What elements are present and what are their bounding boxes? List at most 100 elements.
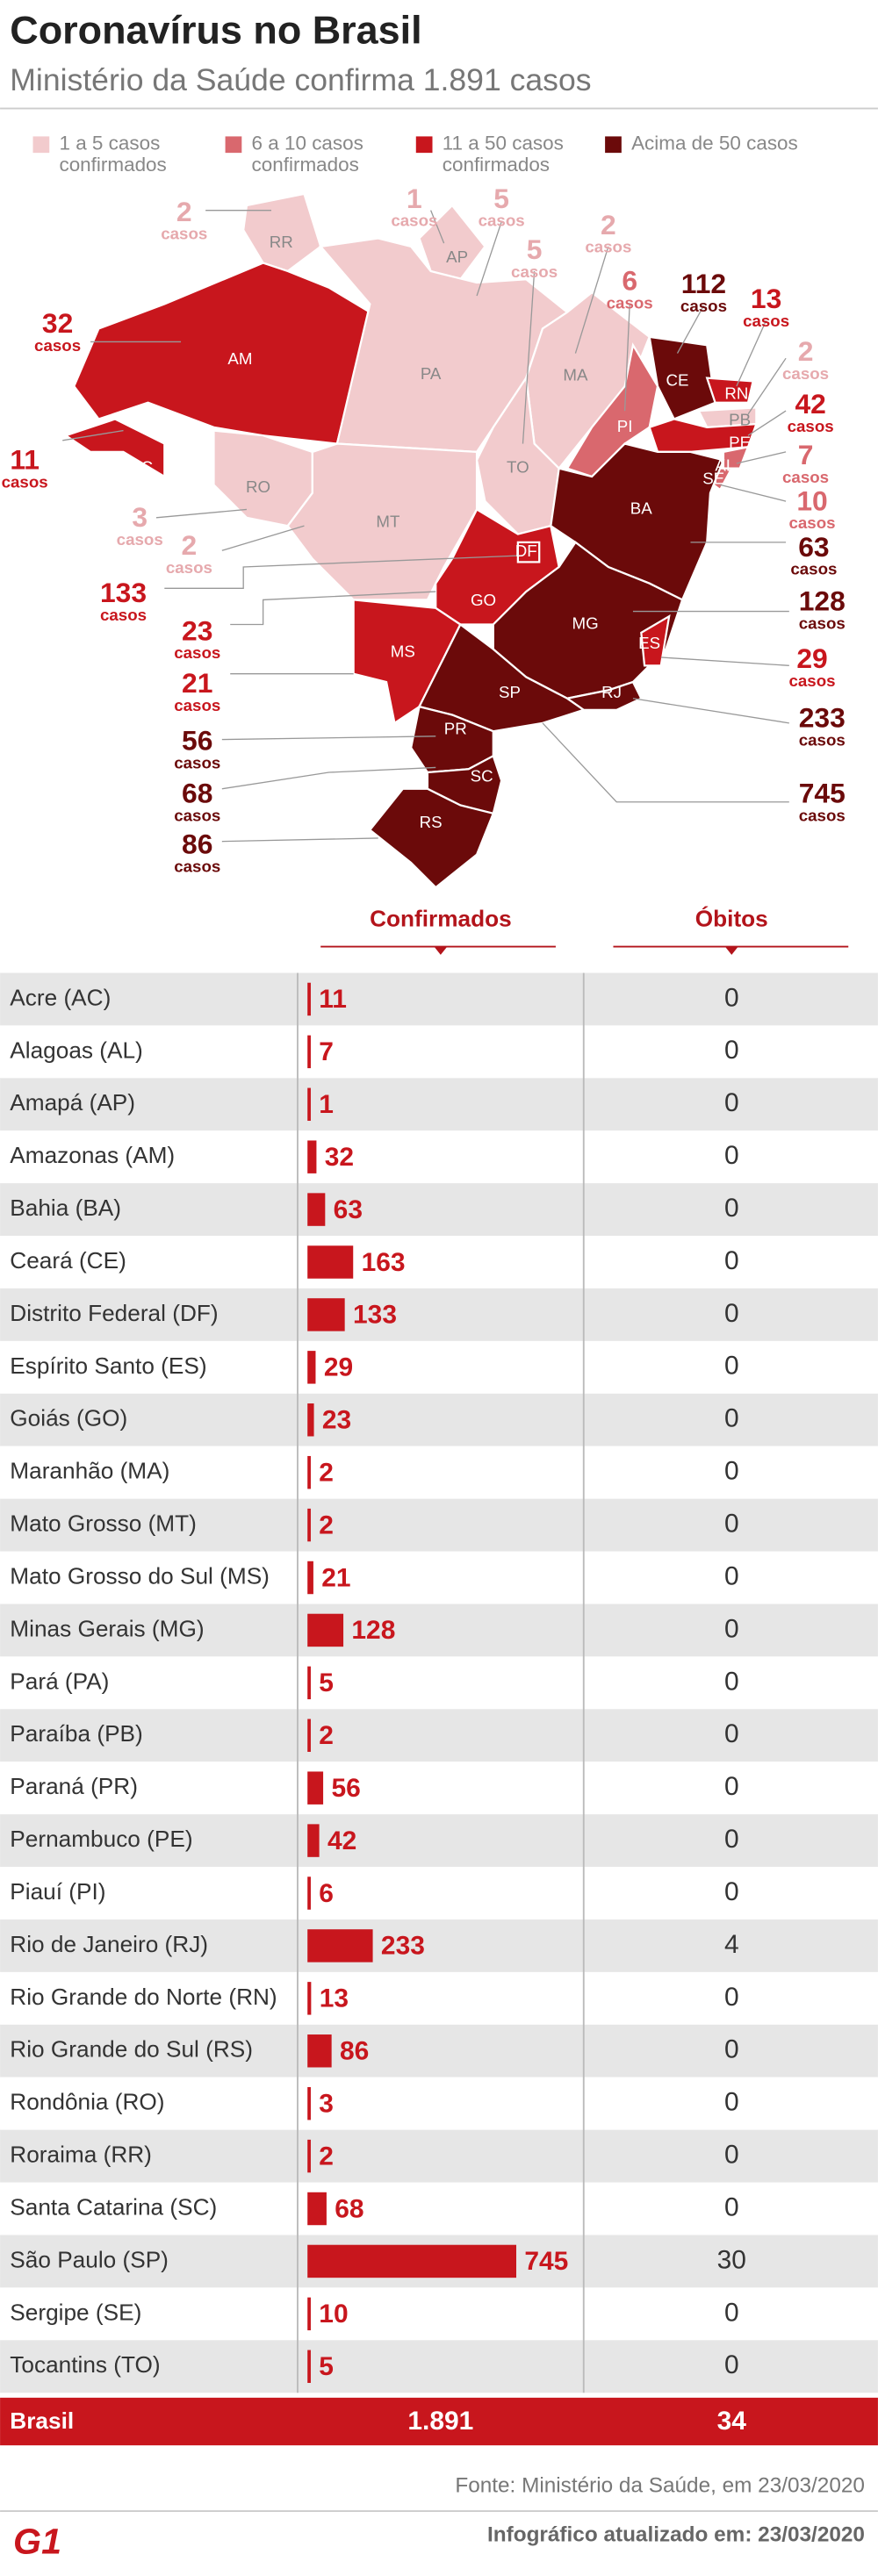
callout-value: 128 [799, 585, 846, 617]
state-shape [368, 787, 495, 889]
callout-unit: casos [100, 606, 147, 624]
state-abbr: AC [130, 458, 153, 477]
callout-unit: casos [479, 212, 525, 230]
bar-label: 7 [319, 1037, 334, 1066]
callout-value: 2 [601, 209, 616, 240]
deaths: 0 [724, 2192, 739, 2221]
title: Coronavírus no Brasil [10, 7, 421, 52]
callout-unit: casos [174, 807, 220, 825]
bar-label: 2 [319, 2142, 334, 2171]
bar-label: 13 [320, 1984, 349, 2013]
deaths: 0 [724, 1141, 739, 1170]
callout-value: 2 [176, 196, 192, 227]
deaths: 0 [724, 1983, 739, 2012]
leader-line [632, 698, 789, 724]
state-abbr: MG [572, 614, 599, 632]
callout-unit: casos [799, 807, 846, 825]
state-name: Distrito Federal (DF) [10, 1300, 218, 1326]
bar-label: 128 [351, 1616, 395, 1645]
legend-label: confirmados [59, 154, 166, 176]
leader-line [430, 210, 445, 244]
row-background [0, 1919, 878, 1972]
callout-unit: casos [788, 417, 834, 435]
leader-line [720, 484, 787, 502]
row-background [0, 1025, 878, 1079]
bar [307, 1771, 324, 1805]
bar [307, 1193, 326, 1226]
state-abbr: RO [246, 477, 270, 496]
deaths: 4 [724, 1930, 739, 1959]
state-name: Santa Catarina (SC) [10, 2193, 217, 2220]
row-background [0, 2129, 878, 2183]
callout-value: 56 [182, 725, 212, 757]
callout-unit: casos [174, 643, 220, 662]
state-name: Ceará (CE) [10, 1247, 126, 1274]
callout-value: 5 [527, 233, 543, 265]
state-abbr: AP [446, 248, 468, 266]
row-background [0, 1288, 878, 1341]
state-abbr: MT [376, 512, 399, 530]
leader-line [221, 766, 436, 790]
row-background [0, 1130, 878, 1184]
callout-unit: casos [788, 671, 835, 690]
state-abbr: AL [715, 456, 735, 475]
deaths: 0 [724, 2298, 739, 2327]
row-background [0, 1393, 878, 1446]
bar-label: 21 [321, 1563, 350, 1592]
callout-value: 23 [182, 614, 212, 646]
leader-line [736, 319, 767, 387]
state-abbr: SE [702, 470, 724, 488]
bar-label: 63 [334, 1195, 363, 1224]
bar [307, 2350, 311, 2383]
callout-unit: casos [391, 212, 437, 230]
column-header: Óbitos [695, 905, 768, 931]
row-background [0, 1183, 878, 1237]
row-background [0, 1971, 878, 2025]
state-name: Rio Grande do Norte (RN) [10, 1984, 277, 2010]
bar-label: 3 [319, 2089, 334, 2118]
state-shape [63, 418, 166, 478]
callout-unit: casos [680, 297, 727, 315]
bar-label: 42 [327, 1826, 356, 1855]
bar-label: 10 [319, 2300, 348, 2328]
callout-unit: casos [174, 754, 220, 772]
state-name: Minas Gerais (MG) [10, 1615, 204, 1641]
row-background [0, 1446, 878, 1499]
state-abbr: SP [499, 683, 521, 701]
leader-line [623, 304, 630, 412]
state-abbr: RN [724, 384, 748, 402]
bar [307, 1508, 311, 1542]
header-pointer [434, 946, 448, 955]
bar-label: 56 [331, 1774, 360, 1803]
deaths: 0 [724, 1088, 739, 1117]
legend-label: 6 a 10 casos [252, 133, 363, 154]
bar-label: 86 [340, 2037, 369, 2066]
callout-unit: casos [2, 472, 48, 491]
bar-label: 163 [362, 1248, 406, 1277]
deaths: 0 [724, 1667, 739, 1696]
leader-line [230, 591, 436, 626]
state-name: Tocantins (TO) [10, 2351, 160, 2378]
bar-label: 11 [319, 985, 347, 1014]
deaths: 0 [724, 1036, 739, 1065]
bar [307, 1351, 316, 1384]
state-shape [722, 445, 750, 470]
bar [307, 1876, 311, 1910]
callout-unit: casos [782, 364, 829, 383]
callout-value: 68 [182, 778, 212, 809]
callout-value: 2 [798, 335, 814, 367]
row-background [0, 1762, 878, 1815]
bar [307, 982, 311, 1016]
leader-line [221, 837, 378, 843]
legend-swatch [415, 136, 433, 154]
callout-value: 133 [100, 577, 147, 608]
bar-label: 133 [353, 1301, 397, 1330]
deaths: 0 [724, 1510, 739, 1539]
state-name: Mato Grosso (MT) [10, 1510, 197, 1537]
state-abbr: SC [471, 767, 493, 786]
header-pointer [724, 946, 738, 955]
callout-value: 10 [796, 484, 827, 516]
total-label: Brasil [10, 2407, 74, 2434]
bar [307, 1613, 344, 1647]
bar-label: 2 [319, 1721, 334, 1750]
